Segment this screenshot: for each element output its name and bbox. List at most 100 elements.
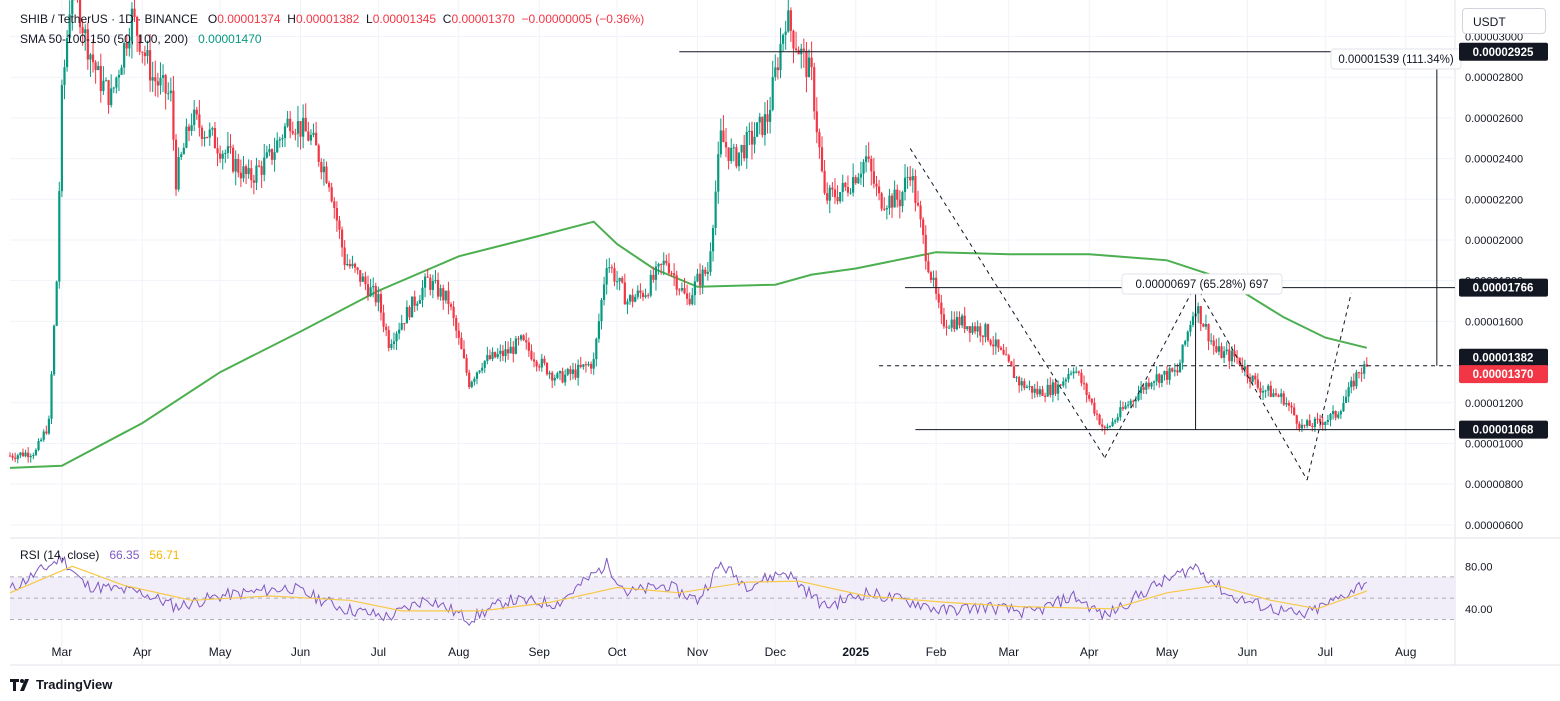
- candle-body: [1028, 386, 1031, 388]
- candle-body: [1261, 390, 1265, 393]
- candle-body: [595, 338, 598, 360]
- currency-selector[interactable]: USDT: [1462, 8, 1546, 34]
- candle-body: [1246, 366, 1249, 378]
- candle-body: [65, 38, 69, 68]
- candle-body: [1324, 422, 1327, 426]
- candle-body: [1106, 426, 1109, 429]
- candle-body: [859, 173, 863, 178]
- candle-body: [403, 323, 406, 325]
- rsi-tick-label: 40.00: [1465, 604, 1493, 616]
- candle-body: [107, 80, 110, 106]
- time-tick-label: Jun: [1238, 645, 1257, 659]
- candle-body: [641, 292, 645, 298]
- candle-body: [836, 197, 839, 202]
- candle-body: [377, 293, 380, 303]
- candle-body: [411, 296, 414, 318]
- candle-body: [102, 80, 105, 92]
- candle-body: [1306, 420, 1309, 426]
- candle-body: [478, 370, 481, 373]
- candle-body: [792, 30, 795, 49]
- currency-label: USDT: [1473, 15, 1506, 29]
- candle-body: [688, 298, 691, 305]
- candle-body: [1150, 382, 1153, 387]
- candle-body: [888, 195, 891, 209]
- candle-body: [1005, 354, 1008, 356]
- candle-body: [1210, 340, 1213, 342]
- time-tick-label: Mar: [52, 645, 73, 659]
- tradingview-logo[interactable]: TradingView: [10, 677, 112, 692]
- candle-body: [366, 284, 370, 297]
- candle-body: [281, 138, 284, 140]
- candle-body: [779, 43, 782, 71]
- time-tick-label: Jun: [291, 645, 310, 659]
- candle-body: [618, 277, 621, 282]
- candle-body: [813, 67, 816, 112]
- candle-body: [748, 130, 751, 133]
- candle-body: [579, 364, 582, 367]
- candle-body: [807, 57, 811, 78]
- candle-body: [499, 350, 502, 354]
- candle-body: [820, 147, 824, 172]
- candle-body: [745, 132, 748, 159]
- candle-body: [794, 48, 798, 51]
- price-tick-label: 0.00002600: [1465, 113, 1523, 125]
- candle-body: [302, 117, 305, 137]
- candle-body: [551, 372, 554, 381]
- candle-body: [600, 299, 603, 322]
- rsi-label[interactable]: RSI (14, close): [20, 548, 100, 562]
- candle-body: [1308, 420, 1311, 426]
- close-label: C: [442, 12, 452, 26]
- candle-body: [416, 303, 419, 306]
- candle-body: [387, 330, 390, 348]
- candle-body: [582, 364, 585, 367]
- candle-body: [1228, 349, 1231, 362]
- candle-body: [1337, 414, 1340, 418]
- candle-body: [1321, 422, 1324, 426]
- candle-body: [1080, 372, 1083, 384]
- candle-body: [862, 162, 865, 174]
- candle-body: [1313, 418, 1317, 427]
- candle-body: [976, 326, 979, 332]
- open-label: O: [207, 12, 218, 26]
- candle-body: [1111, 421, 1114, 427]
- symbol-label[interactable]: SHIB / TetherUS · 1D · BINANCE: [20, 12, 198, 26]
- candle-body: [1352, 380, 1355, 387]
- sma-label[interactable]: SMA 50-100-150 (50, 100, 200): [20, 32, 189, 46]
- candle-body: [34, 449, 38, 456]
- candle-body: [1082, 383, 1086, 385]
- candle-body: [45, 431, 48, 434]
- candle-body: [564, 374, 567, 383]
- candle-body: [325, 166, 328, 183]
- candle-body: [1101, 424, 1104, 427]
- candle-body: [636, 290, 639, 297]
- candle-body: [169, 90, 172, 94]
- candle-body: [99, 65, 102, 92]
- candle-body: [587, 363, 590, 366]
- candle-body: [494, 352, 497, 358]
- candle-body: [239, 172, 242, 179]
- candle-body: [709, 251, 712, 272]
- candle-body: [621, 277, 624, 283]
- candle-body: [1018, 377, 1021, 386]
- candle-body: [68, 14, 71, 39]
- candle-body: [330, 187, 333, 202]
- candle-body: [665, 260, 668, 264]
- candle-body: [1127, 404, 1130, 406]
- candle-body: [566, 369, 569, 375]
- candle-body: [385, 326, 388, 331]
- candle-body: [232, 147, 235, 172]
- candle-body: [680, 288, 684, 291]
- low-label: L: [366, 12, 373, 26]
- candle-body: [250, 168, 253, 181]
- candle-body: [374, 286, 377, 303]
- candle-body: [148, 50, 152, 81]
- candle-body: [418, 300, 421, 304]
- candle-body: [719, 130, 722, 155]
- candle-body: [1049, 384, 1052, 395]
- candle-body: [268, 149, 271, 153]
- candle-body: [1355, 372, 1358, 387]
- candle-body: [846, 187, 850, 193]
- candle-body: [1033, 388, 1036, 393]
- candle-body: [517, 338, 520, 340]
